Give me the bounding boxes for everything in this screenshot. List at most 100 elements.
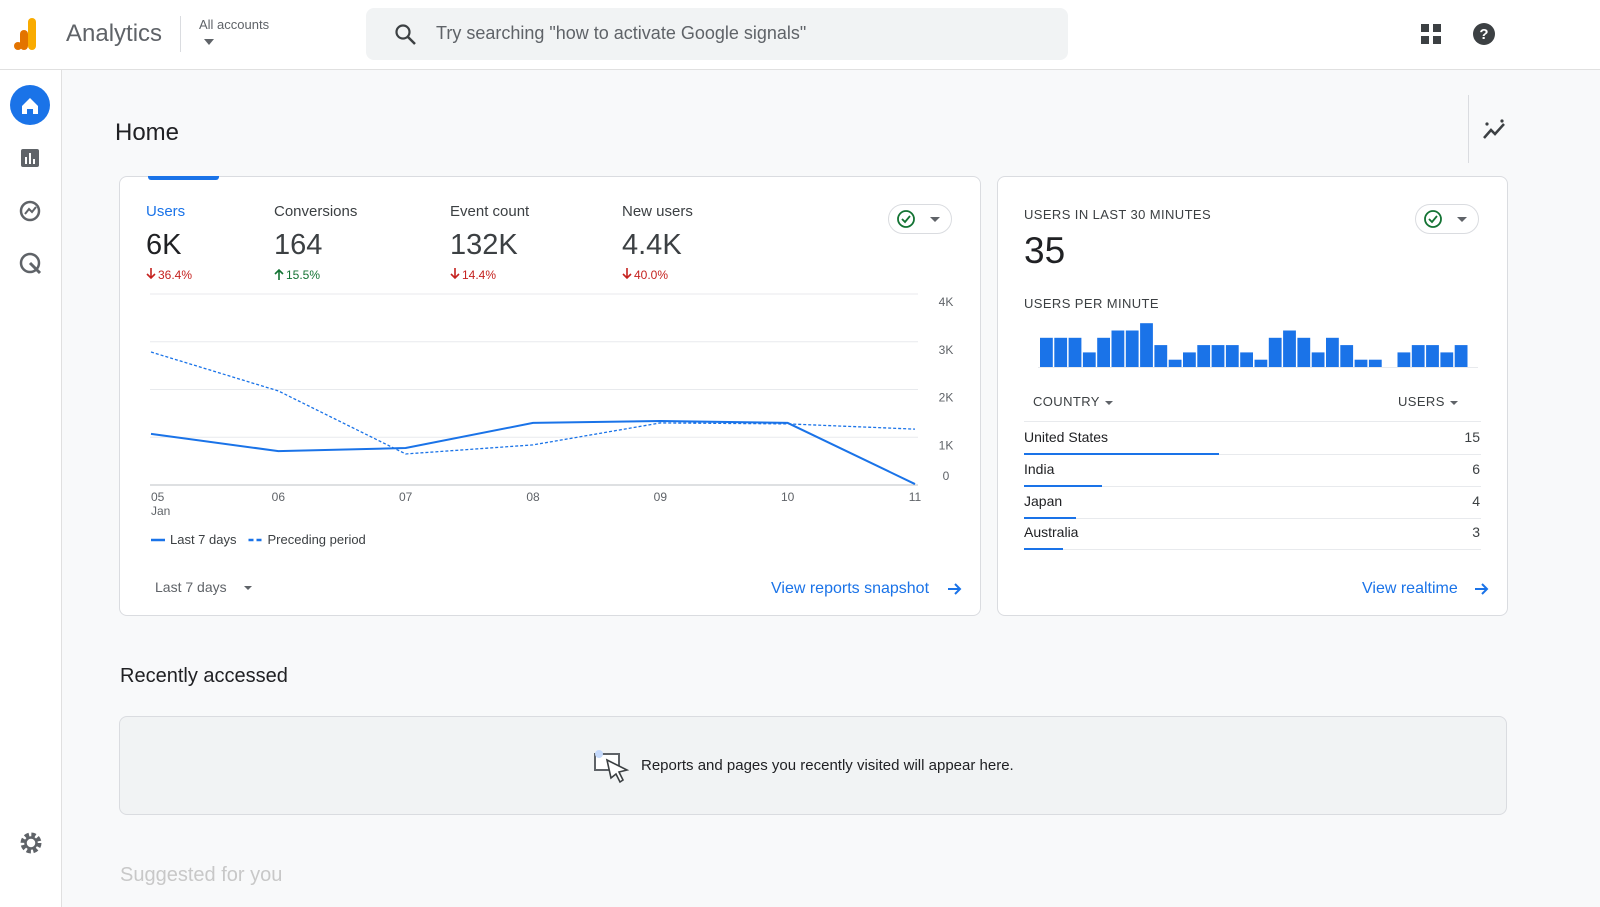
cursor-icon (594, 750, 630, 784)
status-icon (897, 210, 940, 228)
country-bars (1024, 453, 1481, 550)
x-tick-sublabel: Jan (151, 504, 170, 518)
series-line (150, 351, 916, 455)
bar (1140, 323, 1153, 367)
status-button[interactable] (888, 204, 952, 234)
link[interactable]: View reports snapshot (771, 580, 930, 597)
caret (244, 586, 252, 590)
bar (1426, 345, 1439, 367)
dropdown-icon (244, 586, 252, 590)
y-tick-label: 4K (939, 295, 954, 309)
search-box[interactable] (366, 8, 1068, 60)
bar (1454, 345, 1468, 367)
nav-icons[interactable] (10, 85, 52, 285)
y-tick-label: 2K (939, 391, 954, 405)
column-header[interactable]: COUNTRY (1033, 394, 1100, 409)
bar-chart (1038, 323, 1478, 368)
realtime-value: 35 (1024, 230, 1066, 271)
logo (14, 18, 36, 50)
column-header[interactable]: USERS (1398, 394, 1445, 409)
arrow (948, 583, 962, 595)
card-label: USERS PER MINUTE (1024, 296, 1159, 311)
bar (1125, 330, 1139, 367)
metric-value: 164 (274, 229, 323, 261)
country-name: Japan (1024, 493, 1063, 509)
series-line (150, 420, 916, 485)
bar (1254, 359, 1268, 367)
metric-change: 15.5% (286, 268, 321, 282)
link[interactable]: View realtime (1362, 580, 1458, 597)
bar (1068, 337, 1082, 367)
trend-arrow (622, 268, 632, 280)
x-tick-label: 05 (151, 490, 165, 504)
link-arrow (948, 583, 962, 595)
account-picker[interactable]: All accounts (199, 17, 270, 32)
bar (1340, 345, 1354, 367)
apps-icon[interactable] (1421, 24, 1443, 46)
metric-value: 6K (146, 229, 182, 261)
x-tick-label: 06 (272, 490, 286, 504)
trend-arrow (146, 268, 156, 280)
insights-icon[interactable] (1482, 118, 1508, 140)
metric-label[interactable]: Conversions (274, 203, 358, 220)
caret (1105, 401, 1113, 405)
check-circle (897, 210, 915, 228)
bar (1397, 352, 1411, 367)
bar (1054, 337, 1068, 367)
check-circle (1424, 210, 1442, 228)
bar (1326, 337, 1339, 367)
trend-arrow (450, 268, 460, 280)
bar (1311, 352, 1325, 367)
metric-label[interactable]: Event count (450, 203, 530, 220)
bar (1040, 337, 1053, 367)
date-range-picker[interactable]: Last 7 days (155, 579, 227, 595)
status-button[interactable] (1415, 204, 1479, 234)
country-name: United States (1024, 429, 1109, 445)
bar (1283, 330, 1296, 367)
country-name: India (1024, 461, 1055, 477)
arrow (450, 268, 460, 280)
bar (1097, 337, 1110, 367)
app-name: Analytics (66, 20, 163, 47)
country-users: 4 (1472, 493, 1480, 509)
realtime-card: USERS IN LAST 30 MINUTES 35 USERS PER MINU… (997, 176, 1508, 616)
metric-label[interactable]: New users (622, 203, 693, 220)
dropdown-icon[interactable] (203, 38, 215, 46)
y-tick-label: 1K (939, 438, 954, 452)
country-users: 6 (1472, 461, 1480, 477)
settings-icon[interactable] (19, 831, 43, 855)
card-label: USERS IN LAST 30 MINUTES (1024, 207, 1212, 222)
bar (1368, 359, 1382, 367)
bar (1082, 352, 1096, 367)
caret (930, 217, 940, 222)
x-tick-label: 09 (654, 490, 668, 504)
legend-label: Last 7 days (170, 532, 237, 547)
help-icon[interactable]: ? (1472, 22, 1496, 46)
divider (1468, 95, 1469, 163)
search-placeholder[interactable]: Try searching "how to activate Google si… (436, 23, 807, 43)
arrow (274, 268, 284, 280)
svg-text:?: ? (1479, 26, 1488, 43)
bar (1111, 330, 1125, 367)
sort-icons (1105, 401, 1458, 405)
arrow (622, 268, 632, 280)
bar (1268, 337, 1282, 367)
metric-value: 132K (450, 229, 518, 261)
arrow (1475, 583, 1489, 595)
recent-box (119, 716, 1507, 815)
empty-message: Reports and pages you recently visited w… (641, 757, 1014, 774)
y-tick-label: 0 (943, 469, 950, 483)
bar (1225, 345, 1239, 367)
country-users: 3 (1472, 524, 1480, 540)
users-bar (1024, 485, 1102, 487)
bar (1354, 359, 1368, 367)
bar (1240, 352, 1253, 367)
bar (1211, 345, 1225, 367)
metric-label[interactable]: Users (146, 203, 186, 220)
country-name: Australia (1024, 524, 1079, 540)
page-title: Home (115, 119, 180, 146)
link-arrow (1475, 583, 1489, 595)
bar (1168, 359, 1182, 367)
